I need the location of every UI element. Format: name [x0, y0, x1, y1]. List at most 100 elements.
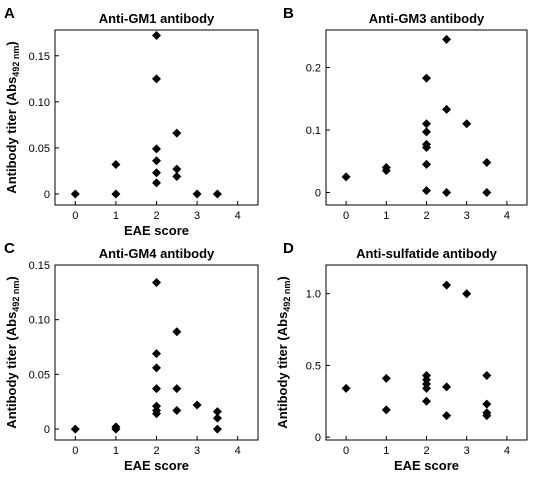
x-tick-label: 3 — [464, 210, 470, 222]
data-point — [152, 384, 161, 394]
panel-b: B Anti-GM3 antibody 0 1 2 3 4 0 0.1 0.2 — [283, 5, 528, 222]
panel-title: Anti-GM3 antibody — [369, 11, 485, 26]
data-point — [212, 413, 222, 423]
y-tick-label: 0 — [315, 432, 321, 444]
data-point — [111, 424, 121, 434]
x-tick-label: 4 — [504, 210, 510, 222]
panel-title: Anti-GM1 antibody — [99, 11, 215, 26]
y-tick-label: 0 — [44, 189, 50, 201]
y-axis-label-end: ) — [4, 276, 19, 280]
data-point — [111, 189, 121, 199]
y-tick-label: 0.10 — [29, 97, 50, 109]
panel-letter: A — [4, 5, 15, 22]
y-tick-label: 0 — [44, 424, 50, 436]
panel-letter: B — [283, 5, 294, 22]
data-point — [442, 34, 452, 44]
data-point — [422, 143, 431, 152]
y-axis-label: Antibody titer (Abs492 nm) — [275, 276, 292, 428]
panel-title: Anti-sulfatide antibody — [356, 246, 498, 261]
data-point — [152, 349, 161, 359]
data-point — [482, 411, 492, 421]
data-point — [192, 400, 202, 410]
data-point — [212, 189, 222, 199]
x-tick-label: 0 — [343, 210, 349, 222]
x-tick-label: 3 — [194, 445, 200, 457]
data-point — [482, 370, 492, 380]
y-tick-label: 0.05 — [29, 369, 50, 381]
data-point — [462, 119, 472, 129]
data-point — [152, 363, 161, 373]
data-point — [381, 373, 391, 383]
data-point — [422, 383, 431, 393]
data-point — [341, 172, 351, 182]
data-point — [381, 405, 391, 415]
x-axis-label: EAE score — [124, 458, 189, 473]
plot-frame — [325, 264, 528, 441]
y-tick-label: 0 — [315, 188, 321, 200]
data-point — [422, 73, 431, 83]
data-point — [462, 289, 472, 299]
x-tick-label: 3 — [194, 210, 200, 222]
y-axis-label-end: ) — [4, 41, 19, 45]
data-point — [442, 411, 452, 421]
data-point — [422, 119, 431, 129]
data-point — [482, 188, 492, 197]
y-tick-label: 0.2 — [306, 63, 321, 75]
data-point — [111, 159, 121, 169]
data-point — [70, 424, 80, 434]
panel-letter: C — [4, 240, 15, 257]
panel-a: A Anti-GM1 antibody 0 1 2 3 4 0 0.05 0.10 0.15 EAE … — [4, 5, 259, 238]
data-point — [152, 31, 161, 41]
y-axis-label-end: ) — [275, 276, 290, 280]
y-axis-label-subscript: 492 nm — [11, 46, 21, 77]
panel-title: Anti-GM4 antibody — [99, 246, 215, 261]
y-axis-label-main: Antibody titer (Abs — [4, 77, 19, 194]
x-tick-label: 0 — [72, 210, 78, 222]
y-axis-label-subscript: 492 nm — [282, 281, 292, 312]
x-tick-label: 2 — [153, 210, 159, 222]
x-tick-label: 2 — [423, 445, 429, 457]
data-point — [152, 409, 161, 419]
x-tick-label: 3 — [464, 445, 470, 457]
x-tick-label: 4 — [235, 445, 241, 457]
data-point — [152, 168, 161, 178]
y-axis-label-main: Antibody titer (Abs — [4, 312, 19, 429]
data-point — [212, 407, 222, 417]
data-point — [70, 189, 80, 199]
x-tick-label: 0 — [343, 445, 349, 457]
data-point — [422, 396, 431, 406]
x-tick-label: 4 — [504, 445, 510, 457]
data-point — [422, 186, 431, 196]
y-axis-label: Antibody titer (Abs492 nm) — [4, 41, 21, 193]
data-point — [172, 384, 182, 394]
data-point — [172, 327, 182, 337]
x-axis-label: EAE score — [394, 458, 459, 473]
x-tick-label: 1 — [113, 445, 119, 457]
y-axis-label: Antibody titer (Abs492 nm) — [4, 276, 21, 428]
data-point — [341, 383, 351, 393]
data-point — [482, 399, 492, 409]
data-point — [422, 127, 431, 137]
panel-d: D Anti-sulfatide antibody 0 1 2 3 4 0 0.5 1.0 EAE … — [275, 240, 528, 473]
data-point — [482, 158, 492, 167]
data-point — [442, 104, 452, 114]
data-point — [381, 166, 391, 176]
data-point — [442, 188, 452, 197]
data-point — [212, 424, 222, 434]
panel-c: C Anti-GM4 antibody 0 1 2 3 4 0 0.05 0.10 0.15 EAE … — [4, 240, 259, 473]
x-tick-label: 1 — [383, 445, 389, 457]
y-tick-label: 0.15 — [29, 260, 50, 272]
y-tick-label: 0.05 — [29, 143, 50, 155]
y-tick-label: 1.0 — [306, 289, 321, 301]
y-tick-label: 0.1 — [306, 125, 321, 137]
data-point — [152, 144, 161, 154]
data-point — [192, 189, 202, 199]
y-tick-label: 0.5 — [306, 360, 321, 372]
x-tick-label: 0 — [72, 445, 78, 457]
x-tick-label: 2 — [423, 210, 429, 222]
y-tick-label: 0.15 — [29, 51, 50, 63]
y-tick-label: 0.10 — [29, 315, 50, 327]
data-point — [442, 280, 452, 290]
data-point — [422, 159, 431, 169]
